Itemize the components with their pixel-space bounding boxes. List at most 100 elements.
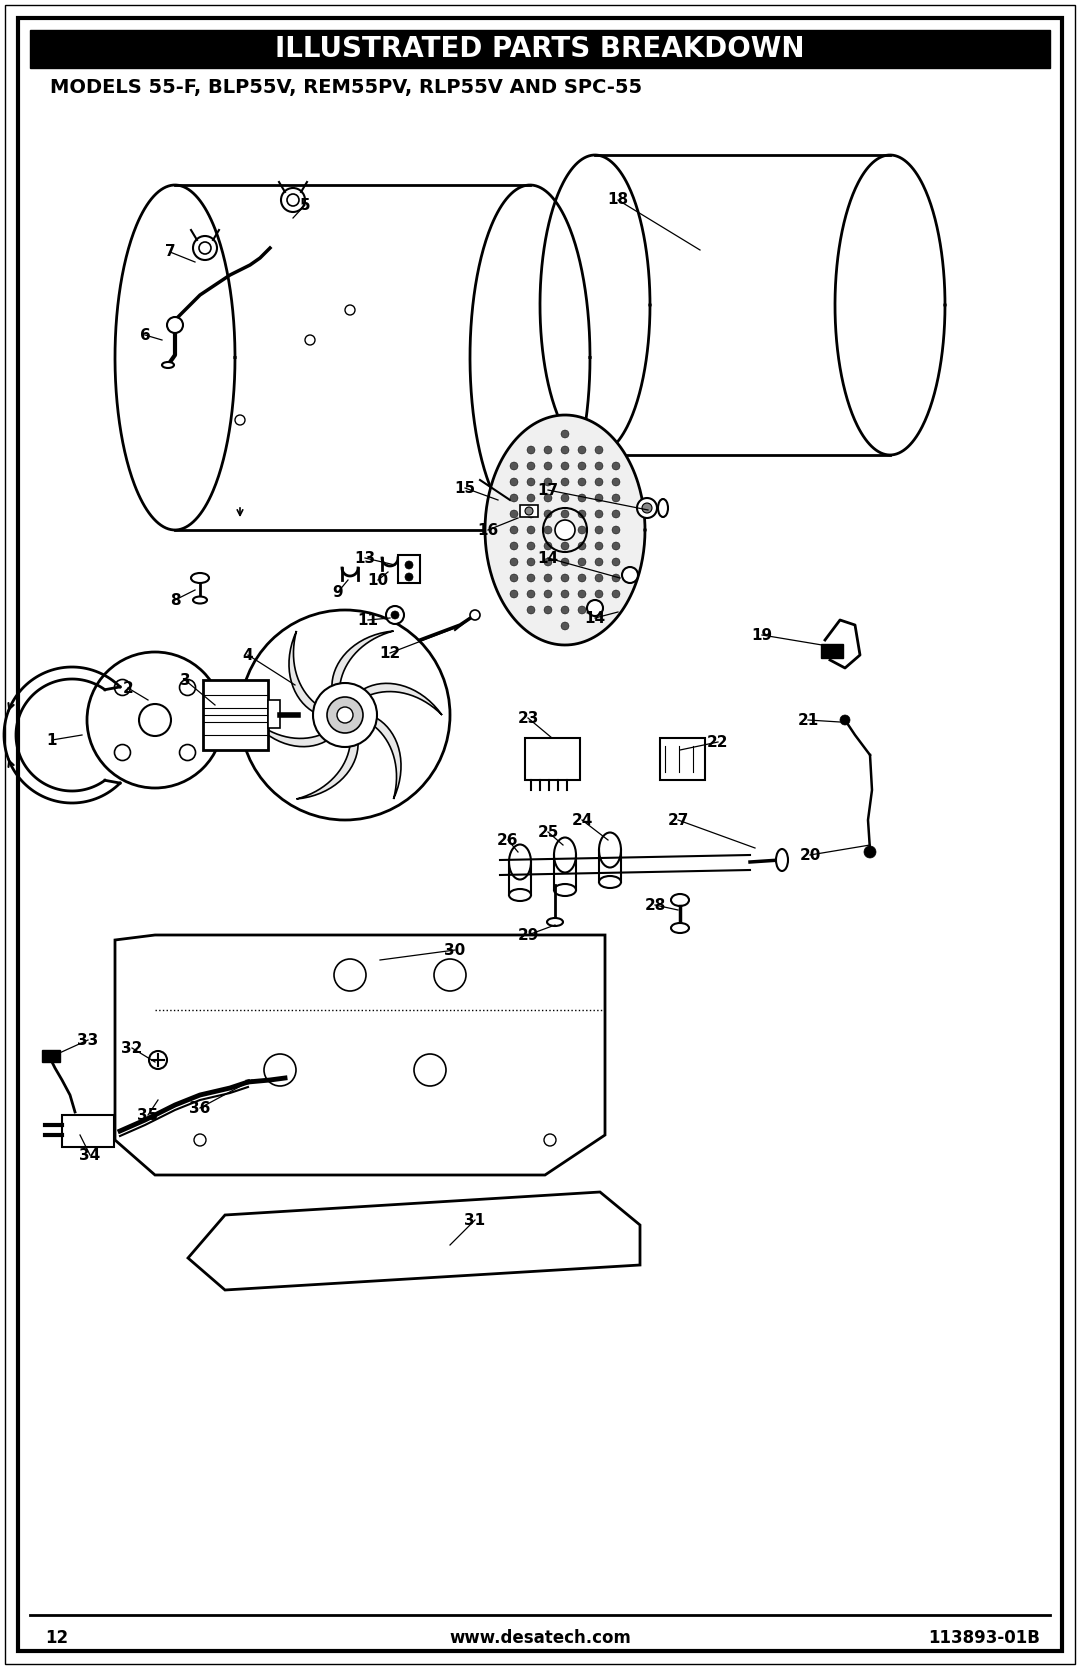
Text: 30: 30 xyxy=(444,943,465,958)
Circle shape xyxy=(544,477,552,486)
Text: 8: 8 xyxy=(170,592,180,608)
Ellipse shape xyxy=(554,838,576,873)
Circle shape xyxy=(595,606,603,614)
Circle shape xyxy=(561,511,569,517)
Circle shape xyxy=(527,526,535,534)
Circle shape xyxy=(561,542,569,551)
Text: 14: 14 xyxy=(538,551,558,566)
Circle shape xyxy=(595,526,603,534)
Circle shape xyxy=(544,557,552,566)
Circle shape xyxy=(544,606,552,614)
Ellipse shape xyxy=(671,923,689,933)
Circle shape xyxy=(114,679,131,696)
Text: 1: 1 xyxy=(46,733,57,748)
Polygon shape xyxy=(540,155,650,456)
Polygon shape xyxy=(470,185,590,531)
Ellipse shape xyxy=(162,362,174,367)
Text: 12: 12 xyxy=(45,1629,68,1647)
Circle shape xyxy=(510,526,518,534)
Circle shape xyxy=(510,494,518,502)
Text: 12: 12 xyxy=(379,646,401,661)
Circle shape xyxy=(527,591,535,598)
Bar xyxy=(62,1115,114,1147)
Circle shape xyxy=(612,574,620,582)
Text: 28: 28 xyxy=(645,898,665,913)
Circle shape xyxy=(612,526,620,534)
Circle shape xyxy=(561,557,569,566)
Text: 5: 5 xyxy=(299,197,310,212)
Text: 32: 32 xyxy=(121,1040,143,1055)
Text: ILLUSTRATED PARTS BREAKDOWN: ILLUSTRATED PARTS BREAKDOWN xyxy=(275,35,805,63)
Circle shape xyxy=(578,494,586,502)
Circle shape xyxy=(527,462,535,471)
FancyBboxPatch shape xyxy=(660,738,705,779)
Circle shape xyxy=(470,609,480,619)
Circle shape xyxy=(578,511,586,517)
Circle shape xyxy=(510,462,518,471)
Text: 31: 31 xyxy=(464,1212,486,1227)
Circle shape xyxy=(527,557,535,566)
Text: 13: 13 xyxy=(354,551,376,566)
Text: 6: 6 xyxy=(139,327,150,342)
Circle shape xyxy=(561,574,569,582)
Circle shape xyxy=(612,462,620,471)
Circle shape xyxy=(544,462,552,471)
Text: 4: 4 xyxy=(243,648,254,663)
Bar xyxy=(268,699,280,728)
Circle shape xyxy=(864,846,876,858)
FancyBboxPatch shape xyxy=(42,1050,60,1061)
Circle shape xyxy=(637,497,657,517)
Circle shape xyxy=(561,462,569,471)
Text: www.desatech.com: www.desatech.com xyxy=(449,1629,631,1647)
Ellipse shape xyxy=(191,572,210,582)
Circle shape xyxy=(595,446,603,454)
Text: 36: 36 xyxy=(189,1100,211,1115)
Circle shape xyxy=(525,507,534,516)
Circle shape xyxy=(612,591,620,598)
Polygon shape xyxy=(835,155,945,456)
Circle shape xyxy=(588,599,603,616)
Circle shape xyxy=(544,542,552,551)
Circle shape xyxy=(193,235,217,260)
Polygon shape xyxy=(485,416,645,644)
Circle shape xyxy=(510,542,518,551)
Circle shape xyxy=(544,526,552,534)
Circle shape xyxy=(544,446,552,454)
Text: 29: 29 xyxy=(517,928,539,943)
Polygon shape xyxy=(500,855,750,880)
Text: 35: 35 xyxy=(137,1108,159,1123)
Bar xyxy=(399,556,420,582)
Circle shape xyxy=(527,446,535,454)
Bar xyxy=(30,30,1050,68)
Circle shape xyxy=(327,698,363,733)
Text: 19: 19 xyxy=(752,628,772,643)
Circle shape xyxy=(510,511,518,517)
Circle shape xyxy=(527,477,535,486)
Text: 11: 11 xyxy=(357,613,378,628)
Circle shape xyxy=(578,477,586,486)
Circle shape xyxy=(561,591,569,598)
Circle shape xyxy=(555,521,575,541)
Circle shape xyxy=(561,431,569,437)
Ellipse shape xyxy=(658,499,669,517)
Ellipse shape xyxy=(671,895,689,906)
Circle shape xyxy=(595,542,603,551)
Text: 33: 33 xyxy=(78,1033,98,1048)
Text: 17: 17 xyxy=(538,482,558,497)
Bar xyxy=(519,506,538,517)
Circle shape xyxy=(595,574,603,582)
Polygon shape xyxy=(369,714,401,799)
Circle shape xyxy=(595,591,603,598)
Text: 7: 7 xyxy=(164,244,175,259)
Circle shape xyxy=(612,557,620,566)
Circle shape xyxy=(281,189,305,212)
Circle shape xyxy=(527,606,535,614)
Circle shape xyxy=(578,462,586,471)
Polygon shape xyxy=(297,736,359,799)
Polygon shape xyxy=(248,714,333,746)
Circle shape xyxy=(595,477,603,486)
Text: 10: 10 xyxy=(367,572,389,587)
Circle shape xyxy=(612,511,620,517)
Circle shape xyxy=(561,477,569,486)
Circle shape xyxy=(561,606,569,614)
